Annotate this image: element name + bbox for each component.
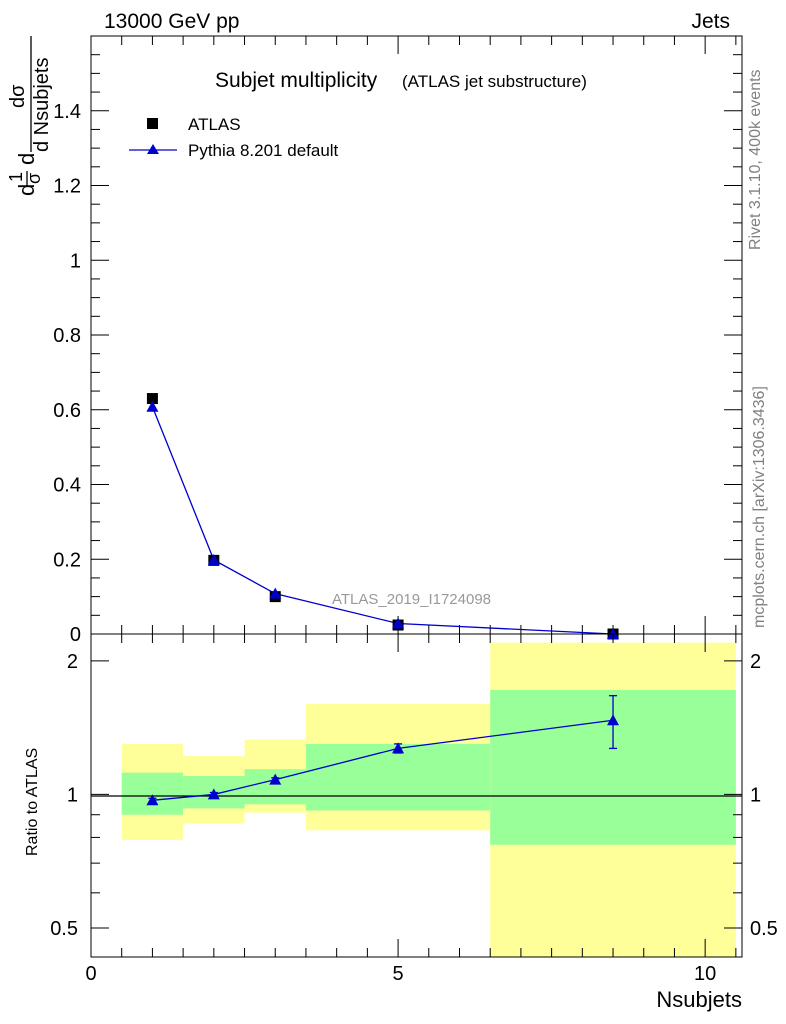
x-tick-label: 5 <box>393 963 404 985</box>
main-y-tick-label: 0.6 <box>53 400 81 422</box>
ylabel-one: 1 <box>6 172 26 182</box>
chart-title: Subjet multiplicity <box>215 69 378 92</box>
x-axis-label: Nsubjets <box>656 987 742 1012</box>
ylabel-d2: d <box>14 153 39 165</box>
ylabel-sigma: σ <box>24 173 44 184</box>
ratio-y-ticks: 0.5 0.5 1 1 2 2 <box>50 651 778 940</box>
ratio-y-tick-label-right: 0.5 <box>750 918 778 940</box>
main-y-tick-label: 0.4 <box>53 475 81 497</box>
legend-pythia-marker <box>147 144 159 154</box>
main-panel: 0 0.2 0.4 0.6 0.8 1 1.2 1.4 Subjet multiplicity… <box>6 35 743 646</box>
mcplots-label: mcplots.cern.ch [arXiv:1306.3436] <box>751 386 768 628</box>
legend: ATLAS Pythia 8.201 default <box>129 115 339 160</box>
category-label: Jets <box>691 10 730 33</box>
ratio-y-tick-label: 1 <box>67 784 78 806</box>
ratio-y-tick-label: 0.5 <box>50 918 78 940</box>
pythia-data-point <box>392 617 405 629</box>
ratio-x-ticks: 0 5 10 <box>85 634 737 985</box>
ratio-inner-band <box>305 743 491 811</box>
chart-subtitle: (ATLAS jet substructure) <box>402 72 587 91</box>
legend-atlas-marker <box>147 118 158 129</box>
main-y-tick-label: 0 <box>70 624 81 646</box>
ylabel-dsigma: dσ <box>7 84 29 108</box>
ratio-pythia-point <box>146 794 159 806</box>
energy-label: 13000 GeV pp <box>104 10 239 33</box>
rivet-label: Rivet 3.1.10, 400k events <box>747 69 764 250</box>
main-y-tick-label: 1.4 <box>53 101 81 123</box>
ylabel-d: d <box>14 184 39 196</box>
atlas-data-point <box>146 393 158 405</box>
ratio-bands <box>121 642 736 957</box>
main-y-tick-label: 0.8 <box>53 325 81 347</box>
x-tick-label: 0 <box>85 963 96 985</box>
ratio-y-axis-label: Ratio to ATLAS <box>24 748 41 856</box>
main-y-tick-label: 0.2 <box>53 549 81 571</box>
ratio-y-tick-label-right: 2 <box>750 651 761 673</box>
pythia-data-point <box>146 400 159 412</box>
ratio-series <box>146 695 620 806</box>
ratio-y-tick-label-right: 1 <box>750 784 761 806</box>
legend-pythia-label: Pythia 8.201 default <box>188 141 339 160</box>
ratio-pythia-point <box>207 788 220 800</box>
ratio-pythia-point <box>607 714 620 726</box>
ratio-pythia-point <box>269 773 282 785</box>
main-y-tick-label: 1 <box>70 250 81 272</box>
ratio-y-tick-label: 2 <box>67 651 78 673</box>
ratio-plot-frame <box>90 633 743 958</box>
analysis-watermark: ATLAS_2019_I1724098 <box>332 591 491 608</box>
x-tick-label: 10 <box>694 963 716 985</box>
main-y-tick-label: 1.2 <box>53 176 81 198</box>
main-y-axis-label: d 1 σ d dσ d Nsubjets <box>6 36 53 196</box>
legend-atlas-label: ATLAS <box>188 115 241 134</box>
pythia-data-point <box>269 587 282 599</box>
main-y-ticks: 0 0.2 0.4 0.6 0.8 1 1.2 1.4 <box>53 35 742 646</box>
ratio-pythia-point <box>392 742 405 754</box>
pythia-data-point <box>207 553 220 565</box>
ratio-panel: 0.5 0.5 1 1 2 2 0 5 10 Ratio to ATLAS Nsubjets <box>24 633 778 1012</box>
ylabel-dn: d Nsubjets <box>31 58 53 153</box>
ratio-inner-band <box>121 772 184 815</box>
